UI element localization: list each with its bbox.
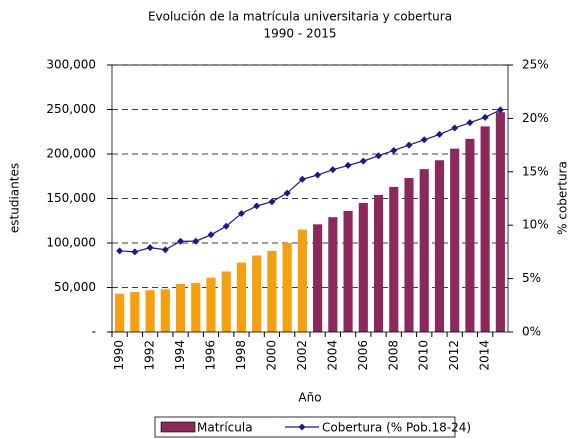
y-tick-label: 100,000 — [46, 236, 96, 250]
bar — [191, 283, 201, 332]
marker — [390, 146, 398, 154]
legend-label: Cobertura (% Pob.18-24) — [322, 421, 471, 435]
y2-tick-label: 0% — [522, 325, 541, 339]
bar — [343, 210, 353, 332]
x-tick-label: 2014 — [478, 340, 492, 371]
y-tick-label: 150,000 — [46, 191, 96, 205]
marker — [466, 119, 474, 127]
bar — [358, 202, 368, 332]
marker — [146, 244, 154, 252]
x-tick-label: 1998 — [234, 340, 248, 371]
y2-axis-label: % cobertura — [556, 161, 570, 235]
marker — [268, 198, 276, 206]
bar — [206, 277, 216, 332]
y2-tick-label: 10% — [522, 218, 549, 232]
y-axis-label: estudiantes — [8, 163, 22, 233]
y2-tick-label: 5% — [522, 271, 541, 285]
bar — [450, 148, 460, 332]
marker — [329, 166, 337, 174]
marker — [177, 237, 185, 245]
bar — [419, 169, 429, 332]
x-tick-label: 2006 — [356, 340, 370, 371]
bar — [404, 178, 414, 332]
x-tick-label: 1992 — [143, 340, 157, 371]
legend-marker — [298, 423, 306, 431]
y2-tick-label: 25% — [522, 58, 549, 72]
bar — [373, 194, 384, 332]
chart-title: Evolución de la matrícula universitaria … — [148, 10, 452, 24]
bar — [145, 290, 155, 332]
marker — [359, 157, 367, 165]
marker — [131, 248, 139, 256]
marker — [314, 171, 322, 179]
y-tick-label: 50,000 — [54, 280, 96, 294]
x-tick-label: 2000 — [264, 340, 278, 371]
bar — [434, 160, 445, 332]
bar — [115, 293, 125, 332]
x-tick-label: 2004 — [325, 340, 339, 371]
marker — [161, 246, 169, 254]
x-tick-label: 2010 — [417, 340, 431, 371]
marker — [192, 237, 200, 245]
bar — [282, 243, 292, 332]
marker — [283, 189, 291, 197]
marker — [116, 247, 124, 255]
x-tick-label: 1990 — [112, 340, 126, 371]
bar — [252, 255, 262, 332]
bar — [130, 291, 140, 332]
bar — [175, 283, 186, 332]
bar — [221, 271, 231, 332]
plot-frame — [111, 64, 509, 333]
y-tick-label: 250,000 — [46, 102, 96, 116]
marker — [253, 202, 261, 210]
bar — [495, 112, 505, 332]
bar — [480, 126, 490, 332]
marker — [207, 231, 215, 239]
bar — [389, 186, 399, 332]
marker — [375, 152, 383, 160]
y2-tick-label: 15% — [522, 164, 549, 178]
chart-subtitle: 1990 - 2015 — [263, 27, 336, 41]
marker — [435, 130, 443, 138]
y-tick-label: 300,000 — [46, 58, 96, 72]
x-tick-label: 1994 — [173, 340, 187, 371]
marker — [420, 136, 428, 144]
x-tick-label: 2002 — [295, 340, 309, 371]
bar — [267, 251, 277, 332]
y-tick-label: - — [92, 325, 96, 339]
marker — [451, 124, 459, 132]
x-tick-label: 2008 — [386, 340, 400, 371]
bar — [160, 289, 170, 332]
legend-label: Matrícula — [197, 421, 253, 435]
y-tick-label: 200,000 — [46, 147, 96, 161]
y2-tick-label: 20% — [522, 111, 549, 125]
marker — [496, 106, 504, 114]
bar — [465, 138, 475, 332]
x-tick-label: 1996 — [204, 340, 218, 371]
legend-swatch — [160, 421, 196, 433]
marker — [481, 113, 489, 121]
marker — [405, 141, 413, 149]
x-tick-label: 2012 — [447, 340, 461, 371]
marker — [222, 222, 230, 230]
bar — [297, 229, 307, 332]
marker — [298, 175, 306, 183]
bar — [236, 262, 247, 332]
x-axis-label: Año — [298, 391, 321, 405]
bar — [328, 217, 338, 332]
marker — [344, 161, 352, 169]
marker — [237, 209, 245, 217]
bar — [313, 224, 323, 332]
